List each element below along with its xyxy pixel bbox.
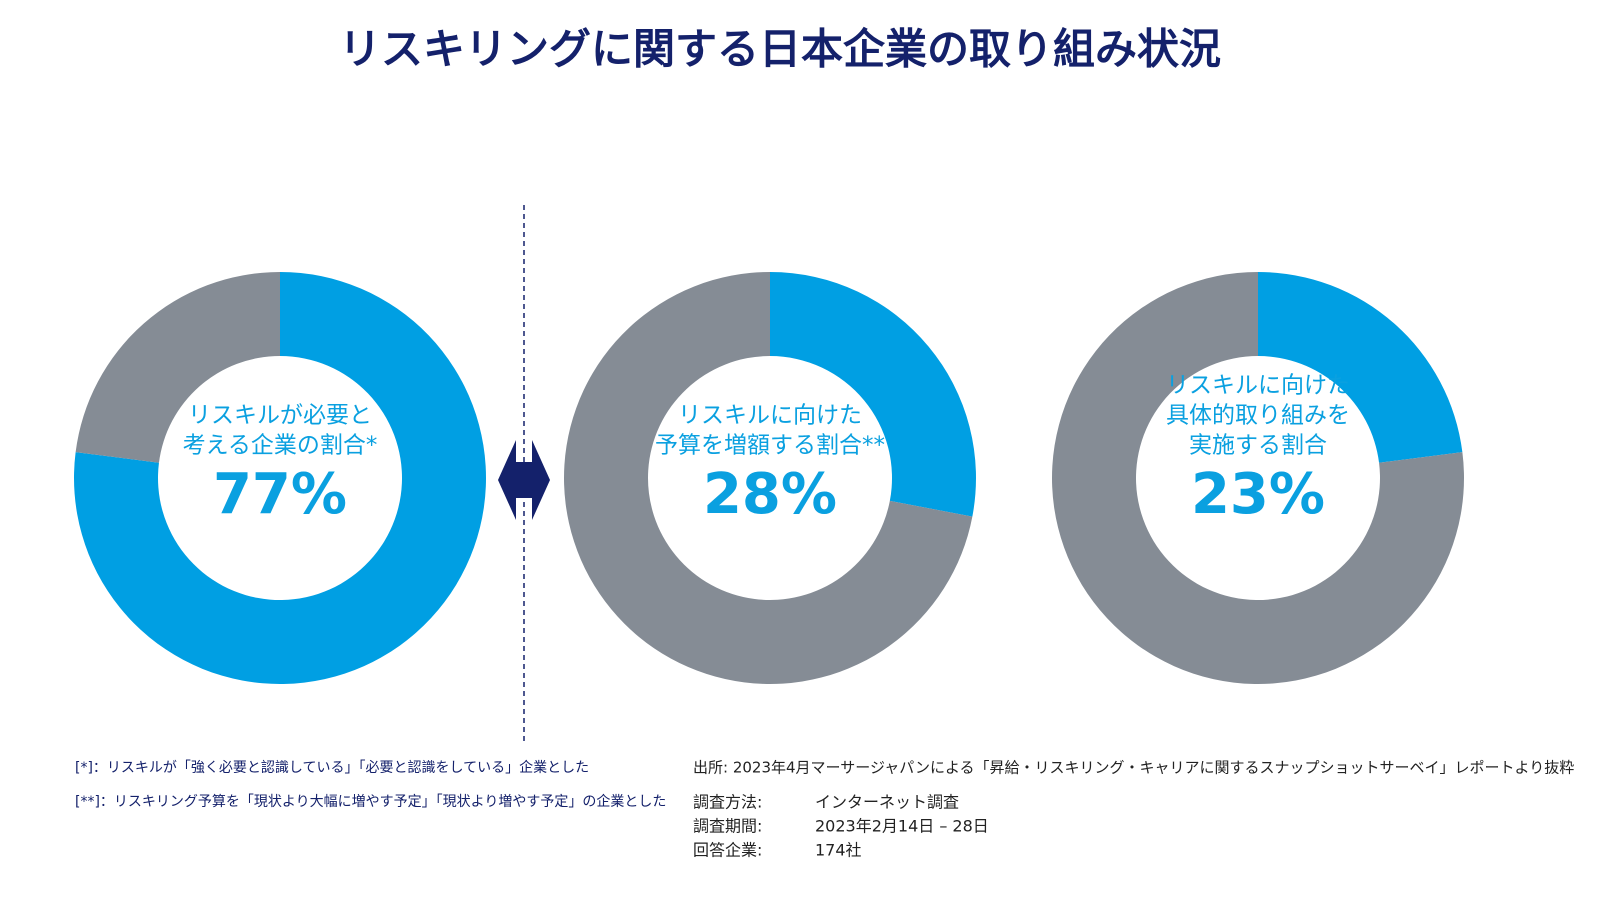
survey-label: 回答企業: [693, 841, 762, 860]
donut-label: リスキルが必要と [188, 403, 372, 429]
donut-label: 実施する割合 [1189, 433, 1327, 459]
donut-value-label: 23% [1191, 462, 1325, 527]
survey-value: インターネット調査 [815, 793, 959, 812]
donut-label: リスキルに向けた [1166, 373, 1350, 399]
page-title: リスキリングに関する日本企業の取り組み状況 [339, 25, 1221, 74]
donut-label: 予算を増額する割合** [655, 433, 885, 459]
survey-label: 調査期間: [693, 817, 762, 836]
donut-segment [770, 272, 976, 517]
donut-value-label: 77% [213, 462, 347, 527]
donut-segment [73, 272, 487, 684]
donut-label: 考える企業の割合* [183, 433, 378, 459]
source: 出所: 2023年4月マーサージャパンによる「昇給・リスキリング・キャリアに関す… [693, 759, 1574, 777]
double-arrow [498, 440, 550, 520]
donut-segment [1258, 272, 1463, 463]
donut-label: リスキルに向けた [678, 403, 862, 429]
donut-segment [75, 272, 280, 463]
donut-segment [564, 272, 973, 684]
footnote: [*]：リスキルが「強く必要と認識している」「必要と認識をしている」企業とした [75, 759, 589, 776]
survey-value: 2023年2月14日 – 28日 [815, 817, 989, 836]
survey-label: 調査方法: [693, 793, 762, 812]
donut-value-label: 28% [703, 462, 837, 527]
footnote: [**]：リスキリング予算を「現状より大幅に増やす予定」「現状より増やす予定」の… [75, 793, 666, 810]
donut-segment [1052, 272, 1464, 684]
donut-label: 具体的取り組みを [1166, 403, 1350, 429]
survey-value: 174社 [815, 841, 862, 860]
